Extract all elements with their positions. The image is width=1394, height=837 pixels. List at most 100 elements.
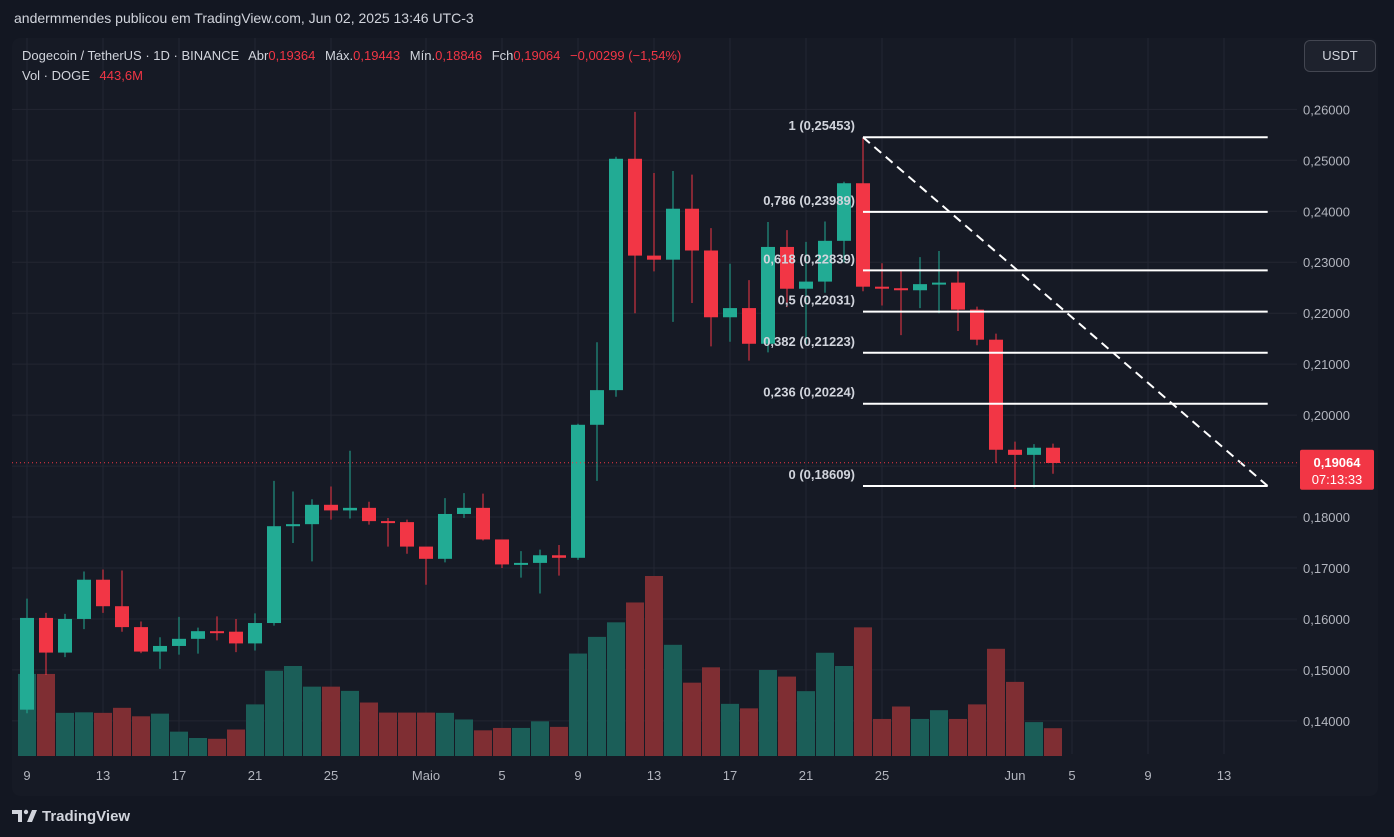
candle-body[interactable] [514, 562, 528, 565]
volume-bar [683, 682, 701, 756]
y-axis-tick-label: 0,17000 [1303, 561, 1350, 576]
candle-body[interactable] [191, 631, 205, 639]
candle-body[interactable] [305, 504, 319, 525]
candle-body[interactable] [495, 539, 509, 565]
legend-volume-row: Vol · DOGE 443,6M [22, 66, 681, 86]
candle-body[interactable] [856, 183, 870, 287]
volume-bar [1006, 681, 1024, 756]
volume-bar [759, 669, 777, 756]
candle-body[interactable] [20, 617, 34, 710]
legend-change: −0,00299 (−1,54%) [570, 48, 682, 63]
candle-body[interactable] [704, 250, 718, 318]
x-axis-tick-label: 9 [574, 768, 581, 783]
candle-body[interactable] [647, 255, 661, 260]
volume-bar [436, 712, 454, 756]
candle-body[interactable] [837, 183, 851, 241]
candle-body[interactable] [913, 284, 927, 291]
candle-body[interactable] [799, 281, 813, 289]
candle-body[interactable] [115, 606, 129, 628]
y-axis-tick-label: 0,21000 [1303, 357, 1350, 372]
candle-body[interactable] [77, 579, 91, 619]
candle-body[interactable] [552, 555, 566, 558]
candle-body[interactable] [1008, 449, 1022, 455]
candle-body[interactable] [419, 546, 433, 559]
x-axis-tick-label: 21 [248, 768, 262, 783]
volume-bar [132, 716, 150, 756]
volume-bar [303, 686, 321, 756]
legend-vol-label[interactable]: Vol · DOGE [22, 68, 90, 83]
candle-body[interactable] [210, 631, 224, 634]
volume-bar [170, 731, 188, 756]
candle-body[interactable] [153, 645, 167, 652]
candle-body[interactable] [780, 246, 794, 289]
candle-body[interactable] [362, 507, 376, 522]
tradingview-logo-icon [12, 809, 37, 822]
candle-body[interactable] [628, 158, 642, 256]
volume-bar [873, 718, 891, 756]
legend-low-value: 0,18846 [435, 48, 483, 63]
y-axis-tick-label: 0,26000 [1303, 102, 1350, 117]
candle-body[interactable] [248, 623, 262, 644]
volume-bar [1044, 728, 1062, 756]
candle-body[interactable] [989, 339, 1003, 450]
fib-level-label: 0,236 (0,20224) [763, 385, 855, 400]
x-axis-tick-label: 13 [647, 768, 661, 783]
candle-body[interactable] [172, 638, 186, 646]
volume-bar [474, 730, 492, 756]
currency-unit-button[interactable]: USDT [1304, 40, 1376, 72]
x-axis-tick-label: 25 [324, 768, 338, 783]
candle-body[interactable] [58, 618, 72, 653]
candlestick-chart[interactable]: 1 (0,25453) 0,786 (0,23989) 0,618 (0,22839… [12, 38, 1378, 796]
chart-panel[interactable]: 1 (0,25453) 0,786 (0,23989) 0,618 (0,22839… [12, 38, 1378, 796]
candle-body[interactable] [951, 282, 965, 310]
candle-body[interactable] [723, 308, 737, 318]
volume-bar [56, 712, 74, 756]
candle-body[interactable] [39, 617, 53, 653]
y-axis-tick-label: 0,23000 [1303, 255, 1350, 270]
volume-bar [740, 708, 758, 756]
legend-symbol[interactable]: Dogecoin / TetherUS · 1D · BINANCE [22, 48, 240, 63]
candle-body[interactable] [609, 158, 623, 391]
candle-body[interactable] [666, 208, 680, 260]
candle-body[interactable] [1027, 447, 1041, 455]
volume-bar [1025, 722, 1043, 756]
candle-body[interactable] [742, 308, 756, 344]
candle-body[interactable] [438, 513, 452, 559]
candle-body[interactable] [229, 631, 243, 644]
y-axis-tick-label: 0,20000 [1303, 408, 1350, 423]
volume-bar [398, 712, 416, 756]
candle-body[interactable] [457, 507, 471, 514]
fib-level-label: 0,618 (0,22839) [763, 251, 855, 266]
candle-body[interactable] [590, 390, 604, 425]
volume-bar [189, 738, 207, 756]
candle-body[interactable] [533, 555, 547, 563]
volume-bar [664, 644, 682, 756]
candle-body[interactable] [286, 524, 300, 527]
candle-body[interactable] [970, 309, 984, 340]
candle-body[interactable] [96, 579, 110, 607]
candle-body[interactable] [324, 504, 338, 511]
candle-body[interactable] [571, 424, 585, 558]
candle-body[interactable] [932, 282, 946, 285]
x-axis-tick-label: Maio [412, 768, 440, 783]
x-axis-tick-label: 17 [172, 768, 186, 783]
candle-body[interactable] [343, 507, 357, 511]
candle-body[interactable] [1046, 447, 1060, 464]
candle-body[interactable] [400, 522, 414, 547]
legend-low-label: Mín. [409, 48, 436, 63]
candle-body[interactable] [476, 507, 490, 540]
candle-body[interactable] [134, 627, 148, 652]
candle-body[interactable] [818, 240, 832, 282]
volume-bar [322, 686, 340, 756]
candle-body[interactable] [875, 286, 889, 289]
candle-body[interactable] [894, 288, 908, 291]
y-axis-tick-label: 0,22000 [1303, 306, 1350, 321]
volume-bar [816, 652, 834, 756]
candle-body[interactable] [685, 208, 699, 251]
candle-body[interactable] [381, 521, 395, 524]
volume-bar [265, 670, 283, 756]
candle-body[interactable] [761, 246, 775, 344]
x-axis-tick-label: 5 [1068, 768, 1075, 783]
candle-body[interactable] [267, 526, 281, 624]
price-badge [1300, 449, 1374, 490]
